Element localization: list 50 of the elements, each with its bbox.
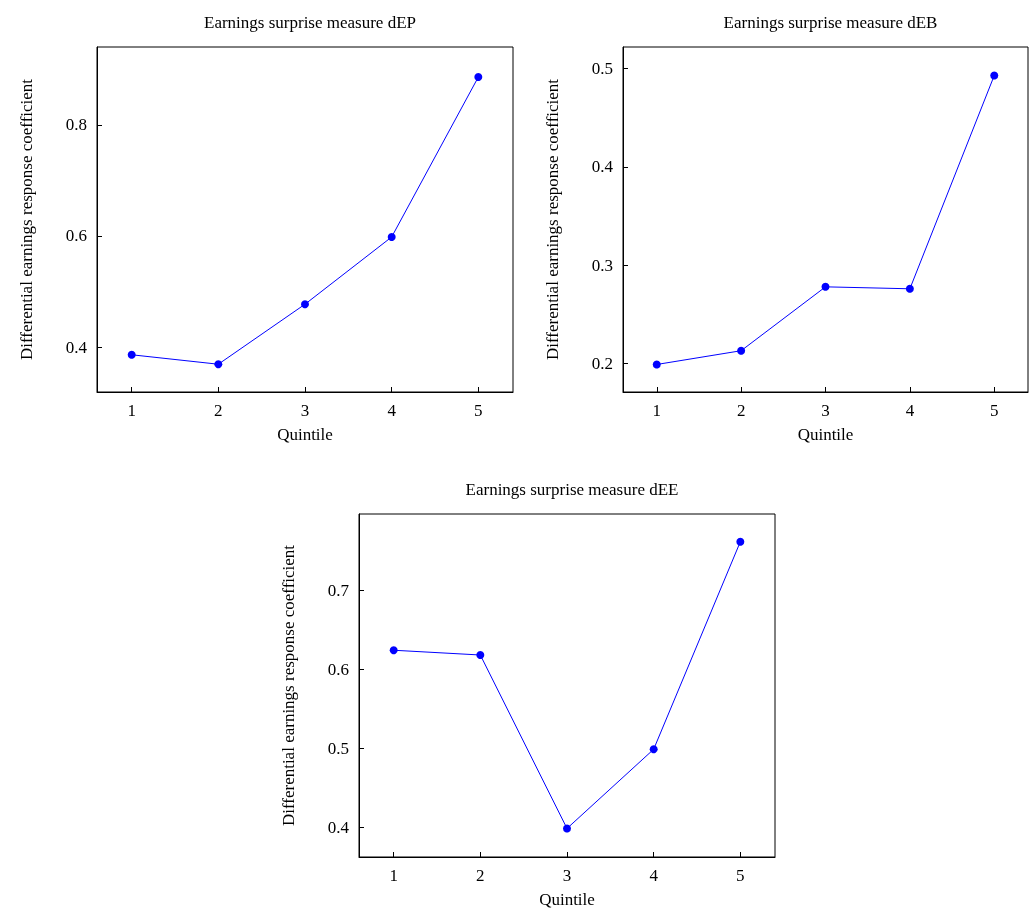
y-tick-label: 0.6 — [327, 659, 349, 679]
chart-title: Earnings surprise measure dEB — [723, 13, 938, 32]
x-tick-label: 4 — [387, 401, 397, 420]
point — [652, 360, 661, 369]
x-axis-title: Quintile — [797, 425, 854, 444]
chart-title: Earnings surprise measure dEP — [204, 13, 416, 32]
x-tick-label: 4 — [649, 866, 659, 885]
x-tick-label: 5 — [474, 401, 483, 420]
point — [214, 360, 223, 369]
y-tick-label: 0.6 — [65, 226, 87, 246]
point — [474, 73, 483, 81]
x-tick-label: 3 — [562, 866, 572, 885]
y-tick-label: 0.4 — [327, 818, 350, 838]
y-tick-label: 0.7 — [327, 580, 350, 600]
point — [387, 233, 396, 241]
point — [301, 300, 309, 309]
y-tick-label: 0.8 — [65, 115, 87, 135]
y-axis-title: Differential earnings response coefficient — [279, 544, 298, 827]
point — [649, 745, 658, 754]
y-tick-label: 0.5 — [327, 738, 349, 758]
point — [563, 824, 571, 833]
point — [127, 350, 136, 359]
y-tick-label: 0.3 — [591, 255, 613, 275]
chart-title: Earnings surprise measure dEE — [465, 480, 679, 499]
x-tick-label: 1 — [127, 401, 136, 420]
x-axis-title: Quintile — [277, 425, 333, 444]
x-tick-label: 2 — [736, 401, 746, 420]
x-tick-label: 2 — [214, 401, 223, 420]
x-tick-label: 4 — [905, 401, 915, 420]
y-axis-title: Differential earnings response coefficient — [543, 78, 562, 361]
y-tick-label: 0.5 — [591, 59, 613, 79]
point — [905, 284, 914, 293]
x-tick-label: 1 — [652, 401, 661, 420]
point — [736, 537, 745, 546]
y-axis-title: Differential earnings response coefficient — [17, 78, 36, 361]
y-tick-label: 0.4 — [591, 157, 614, 177]
x-axis-title: Quintile — [539, 890, 595, 909]
y-tick-label: 0.2 — [591, 354, 613, 373]
x-tick-label: 2 — [476, 866, 485, 885]
x-tick-label: 3 — [300, 401, 310, 420]
point — [821, 282, 830, 291]
point — [389, 646, 398, 655]
point — [476, 651, 485, 659]
point — [737, 346, 746, 355]
x-tick-label: 5 — [990, 401, 999, 420]
x-tick-label: 5 — [736, 866, 745, 885]
x-tick-label: 3 — [821, 401, 830, 420]
point — [990, 71, 999, 80]
x-tick-label: 1 — [389, 866, 398, 885]
y-tick-label: 0.4 — [65, 337, 88, 357]
